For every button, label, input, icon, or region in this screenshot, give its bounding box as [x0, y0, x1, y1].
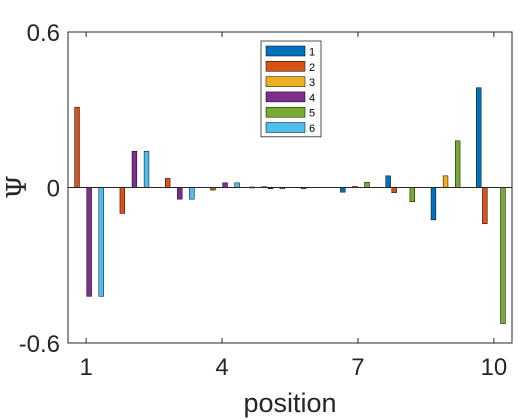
bar-series-2-pos-2: [119, 187, 126, 214]
bar-series-4-pos-4: [222, 182, 228, 188]
bar-series-6-pos-3: [189, 187, 195, 200]
legend-swatch-1: [265, 45, 306, 57]
bar-series-2-pos-1: [74, 106, 80, 188]
x-tick-label: 4: [215, 354, 228, 381]
legend-label-1: 1: [309, 47, 315, 59]
legend-swatch-2: [265, 61, 306, 72]
x-tick-label: 10: [481, 354, 508, 381]
legend-label-4: 4: [309, 92, 315, 104]
bar-series-5-pos-8: [409, 187, 415, 202]
ticks-group: 1 4 7 10 -0.6 0 0.6: [19, 20, 512, 381]
y-axis-label: Ψ: [2, 175, 33, 199]
bar-series-6-pos-2: [143, 150, 150, 188]
bar-series-3-pos-9: [442, 175, 449, 188]
legend-swatch-5: [265, 106, 306, 118]
bar-series-5-pos-10: [500, 187, 506, 324]
bar-series-5-pos-7: [364, 182, 370, 188]
bar-series-4-pos-1: [86, 187, 92, 297]
legend-label-3: 3: [309, 77, 315, 89]
x-axis-label: position: [243, 388, 336, 418]
bar-series-1-pos-7: [340, 187, 346, 193]
bar-series-4-pos-3: [177, 187, 183, 200]
bar-series-1-pos-8: [385, 175, 391, 188]
legend-label-6: 6: [309, 123, 315, 135]
legend-label-5: 5: [309, 108, 315, 120]
bar-series-6-pos-4: [234, 182, 240, 188]
bar-series-2-pos-3: [165, 178, 171, 188]
bar-series-1-pos-10: [476, 87, 482, 188]
legend-swatch-6: [265, 122, 306, 133]
bar-series-5-pos-9: [454, 140, 461, 188]
y-tick-label: -0.6: [19, 331, 60, 358]
bar-series-6-pos-1: [98, 187, 104, 297]
bar-series-2-pos-10: [482, 187, 488, 225]
y-tick-label: 0.6: [27, 20, 60, 47]
y-tick-label: 0: [47, 176, 60, 203]
bar-series-4-pos-2: [131, 150, 138, 188]
legend-swatch-3: [265, 76, 306, 87]
x-tick-label: 7: [351, 354, 364, 381]
bar-series-1-pos-9: [430, 187, 437, 221]
bar-series-2-pos-8: [391, 187, 397, 193]
legend-box: [260, 40, 322, 138]
legend-swatch-4: [265, 91, 306, 103]
legend: 1 2 3 4 5 6: [260, 40, 322, 138]
x-tick-label: 1: [79, 354, 92, 381]
legend-label-2: 2: [309, 62, 315, 74]
